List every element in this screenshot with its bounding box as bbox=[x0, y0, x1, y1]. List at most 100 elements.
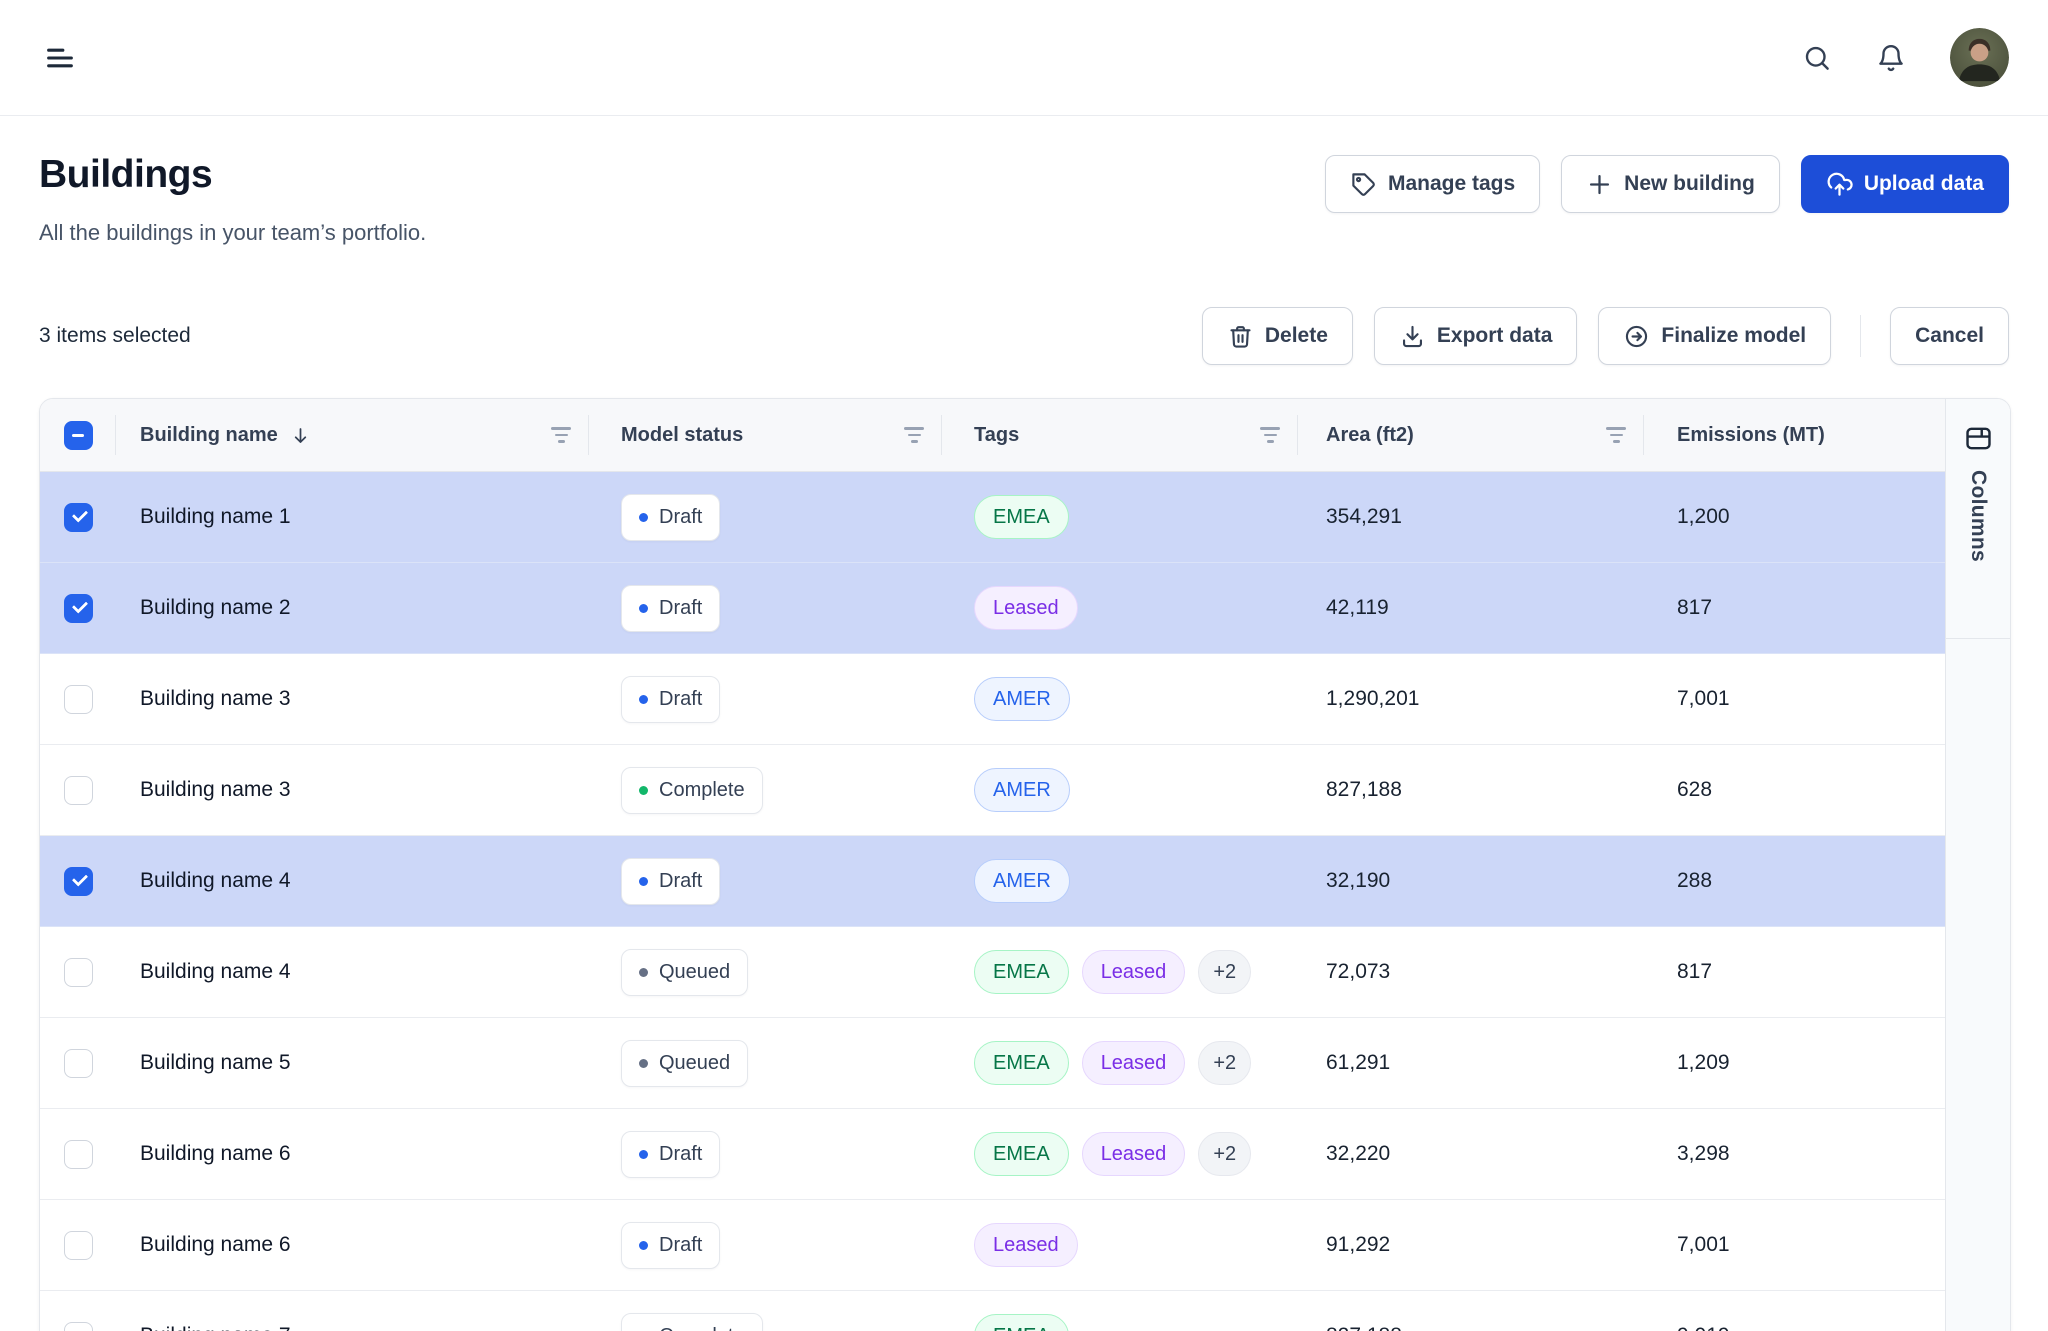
row-checkbox-cell bbox=[40, 927, 116, 1017]
row-checkbox[interactable] bbox=[64, 867, 93, 896]
user-avatar[interactable] bbox=[1950, 28, 2009, 87]
status-label: Complete bbox=[659, 779, 745, 802]
manage-tags-button[interactable]: Manage tags bbox=[1325, 155, 1540, 213]
new-building-button[interactable]: New building bbox=[1561, 155, 1780, 213]
selection-buttons: Delete Export data Finalize model Cancel bbox=[1202, 307, 2009, 365]
upload-data-button[interactable]: Upload data bbox=[1801, 155, 2009, 213]
export-data-button[interactable]: Export data bbox=[1374, 307, 1578, 365]
tags-cell: AMER bbox=[942, 654, 1298, 744]
table-row[interactable]: Building name 1 Draft EMEA 354,291 1,200 bbox=[40, 472, 2010, 563]
table-row[interactable]: Building name 6 Draft EMEALeased+2 32,22… bbox=[40, 1109, 2010, 1200]
area-value: 827,188 bbox=[1326, 1324, 1402, 1331]
status-dot-icon bbox=[639, 786, 648, 795]
tag-more: +2 bbox=[1198, 1041, 1251, 1085]
header-area[interactable]: Area (ft2) bbox=[1298, 399, 1644, 471]
columns-panel-toggle[interactable]: Columns bbox=[1946, 399, 2010, 639]
tag-emea: EMEA bbox=[974, 1314, 1069, 1331]
row-checkbox[interactable] bbox=[64, 1322, 93, 1331]
status-label: Queued bbox=[659, 961, 730, 984]
delete-button[interactable]: Delete bbox=[1202, 307, 1353, 365]
row-checkbox[interactable] bbox=[64, 1231, 93, 1260]
manage-tags-label: Manage tags bbox=[1388, 172, 1515, 196]
row-checkbox[interactable] bbox=[64, 958, 93, 987]
status-dot-icon bbox=[639, 695, 648, 704]
finalize-model-label: Finalize model bbox=[1661, 324, 1806, 348]
emissions-value: 9,019 bbox=[1677, 1324, 1730, 1331]
cancel-label: Cancel bbox=[1915, 324, 1984, 348]
emissions-value: 628 bbox=[1677, 778, 1712, 802]
area-value: 42,119 bbox=[1326, 596, 1389, 620]
tag-leased: Leased bbox=[1082, 1132, 1186, 1176]
row-checkbox-cell bbox=[40, 1291, 116, 1331]
columns-layout-icon bbox=[1963, 423, 1994, 454]
row-checkbox-cell bbox=[40, 836, 116, 926]
filter-icon[interactable] bbox=[1260, 427, 1280, 443]
row-checkbox-cell bbox=[40, 1200, 116, 1290]
columns-side-panel: Columns bbox=[1945, 399, 2010, 1331]
header-tags[interactable]: Tags bbox=[942, 399, 1298, 471]
menu-icon[interactable] bbox=[43, 41, 77, 75]
row-checkbox[interactable] bbox=[64, 1049, 93, 1078]
emissions-value: 817 bbox=[1677, 596, 1712, 620]
table-row[interactable]: Building name 3 Complete AMER 827,188 62… bbox=[40, 745, 2010, 836]
tag-leased: Leased bbox=[974, 1223, 1078, 1267]
table-row[interactable]: Building name 4 Draft AMER 32,190 288 bbox=[40, 836, 2010, 927]
tags-cell: Leased bbox=[942, 1200, 1298, 1290]
row-checkbox-cell bbox=[40, 563, 116, 653]
table-row[interactable]: Building name 4 Queued EMEALeased+2 72,0… bbox=[40, 927, 2010, 1018]
export-data-label: Export data bbox=[1437, 324, 1553, 348]
tag-leased: Leased bbox=[1082, 1041, 1186, 1085]
search-icon[interactable] bbox=[1802, 43, 1832, 73]
row-checkbox[interactable] bbox=[64, 594, 93, 623]
finalize-model-button[interactable]: Finalize model bbox=[1598, 307, 1831, 365]
tag-icon bbox=[1350, 171, 1377, 198]
status-dot-icon bbox=[639, 968, 648, 977]
emissions-value: 7,001 bbox=[1677, 1233, 1730, 1257]
status-label: Draft bbox=[659, 1234, 702, 1257]
header-checkbox-cell bbox=[40, 399, 116, 471]
row-checkbox-cell bbox=[40, 745, 116, 835]
table-row[interactable]: Building name 7 Complete EMEA 827,188 9,… bbox=[40, 1291, 2010, 1331]
plus-icon bbox=[1586, 171, 1613, 198]
status-dot-icon bbox=[639, 1059, 648, 1068]
filter-icon[interactable] bbox=[551, 427, 571, 443]
table-row[interactable]: Building name 6 Draft Leased 91,292 7,00… bbox=[40, 1200, 2010, 1291]
status-dot-icon bbox=[639, 1241, 648, 1250]
emissions-value: 1,209 bbox=[1677, 1051, 1730, 1075]
table-row[interactable]: Building name 5 Queued EMEALeased+2 61,2… bbox=[40, 1018, 2010, 1109]
tag-more: +2 bbox=[1198, 950, 1251, 994]
building-name: Building name 2 bbox=[140, 596, 291, 620]
status-label: Draft bbox=[659, 1143, 702, 1166]
row-checkbox[interactable] bbox=[64, 1140, 93, 1169]
status-dot-icon bbox=[639, 1150, 648, 1159]
status-badge: Complete bbox=[621, 1313, 763, 1331]
tag-more: +2 bbox=[1198, 1132, 1251, 1176]
status-label: Queued bbox=[659, 1052, 730, 1075]
table-row[interactable]: Building name 3 Draft AMER 1,290,201 7,0… bbox=[40, 654, 2010, 745]
status-badge: Queued bbox=[621, 1040, 748, 1087]
filter-icon[interactable] bbox=[1606, 427, 1626, 443]
buildings-table: Building name Model status Tags Area (ft… bbox=[39, 398, 2011, 1331]
header-label-tags: Tags bbox=[974, 424, 1019, 447]
status-badge: Draft bbox=[621, 585, 720, 632]
tag-amer: AMER bbox=[974, 768, 1070, 812]
cancel-button[interactable]: Cancel bbox=[1890, 307, 2009, 365]
row-checkbox[interactable] bbox=[64, 776, 93, 805]
status-label: Draft bbox=[659, 597, 702, 620]
filter-icon[interactable] bbox=[904, 427, 924, 443]
status-dot-icon bbox=[639, 877, 648, 886]
tags-cell: EMEA bbox=[942, 472, 1298, 562]
row-checkbox[interactable] bbox=[64, 685, 93, 714]
page-actions: Manage tags New building Upload data bbox=[1325, 155, 2009, 213]
header-building-name[interactable]: Building name bbox=[116, 399, 589, 471]
table-row[interactable]: Building name 2 Draft Leased 42,119 817 bbox=[40, 563, 2010, 654]
tag-emea: EMEA bbox=[974, 1132, 1069, 1176]
header-model-status[interactable]: Model status bbox=[589, 399, 942, 471]
status-badge: Draft bbox=[621, 1222, 720, 1269]
notifications-bell-icon[interactable] bbox=[1876, 43, 1906, 73]
building-name: Building name 3 bbox=[140, 687, 291, 711]
selection-count: 3 items selected bbox=[39, 324, 191, 348]
select-all-checkbox[interactable] bbox=[64, 421, 93, 450]
row-checkbox[interactable] bbox=[64, 503, 93, 532]
status-dot-icon bbox=[639, 604, 648, 613]
